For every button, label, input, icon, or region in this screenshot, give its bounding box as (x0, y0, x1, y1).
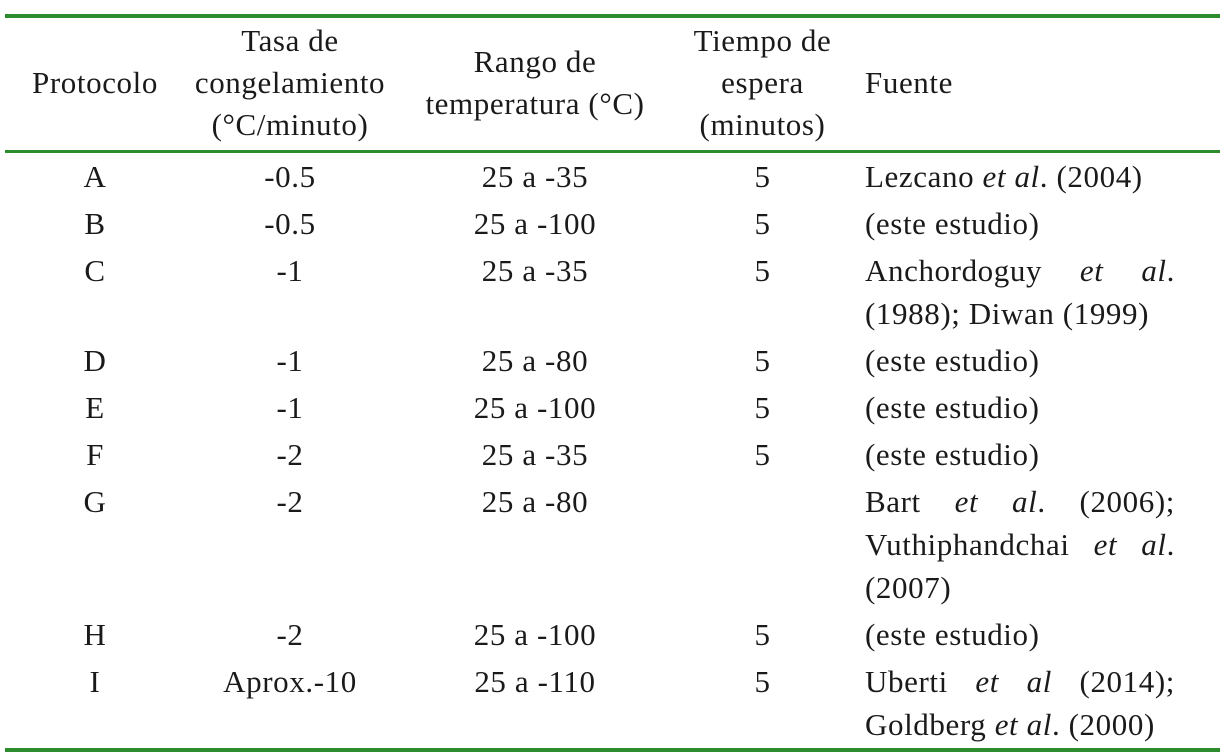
source-cell: Uberti et al (2014); Goldberg et al. (20… (850, 658, 1220, 750)
header-line: congelamiento (194, 65, 386, 100)
table-cell: -2 (276, 484, 304, 519)
table-row: I Aprox.-10 25 a -110 5 Uberti et al (2014);… (5, 658, 1220, 750)
table-cell: -1 (276, 253, 304, 288)
table-header: Protocolo Tasa de congelamiento (°C/minuto)… (5, 16, 1220, 152)
source-text: . (1988); Diwan (1999) (865, 253, 1175, 331)
table-cell: F (86, 437, 104, 472)
table-row: D -1 25 a -80 5 (este estudio) (5, 337, 1220, 384)
header-row: Protocolo Tasa de congelamiento (°C/minuto)… (5, 16, 1220, 152)
source-text: et al (1093, 527, 1167, 562)
table-cell: -1 (276, 343, 304, 378)
source-text: Uberti (865, 664, 976, 699)
source-text: (este estudio) (865, 206, 1040, 241)
header-line: espera (721, 65, 804, 100)
header-line: Tasa de (241, 23, 339, 58)
table-cell: C (84, 253, 106, 288)
table-cell: 5 (754, 343, 771, 378)
table-cell: Aprox.-10 (223, 664, 357, 699)
source-text: (este estudio) (865, 437, 1040, 472)
source-text: Anchordoguy (865, 253, 1080, 288)
table-cell: 5 (754, 664, 771, 699)
table-row: F -2 25 a -35 5 (este estudio) (5, 431, 1220, 478)
table-cell: 25 a -35 (481, 437, 589, 472)
table-cell: -0.5 (264, 206, 316, 241)
source-cell: (este estudio) (850, 200, 1220, 247)
table-row: B -0.5 25 a -100 5 (este estudio) (5, 200, 1220, 247)
header-line: Tiempo de (693, 23, 832, 58)
table-cell: 5 (754, 617, 771, 652)
table-cell: 25 a -80 (481, 484, 589, 519)
table-cell: 5 (754, 437, 771, 472)
table-cell: H (83, 617, 107, 652)
source-text: . (2006); Vuthiphandchai (865, 484, 1175, 562)
header-line: Fuente (865, 65, 953, 100)
table-cell: -2 (276, 437, 304, 472)
table-cell: 25 a -35 (481, 253, 589, 288)
table-row: H -2 25 a -100 5 (este estudio) (5, 611, 1220, 658)
table-cell: B (84, 206, 106, 241)
header-line: (minutos) (699, 107, 826, 142)
source-text: et al (994, 707, 1052, 742)
table-cell: D (83, 343, 107, 378)
table-cell: 5 (754, 206, 771, 241)
source-text: et al (982, 159, 1040, 194)
header-line: Rango de (473, 44, 597, 79)
table-cell: -2 (276, 617, 304, 652)
table-cell: 5 (754, 390, 771, 425)
source-cell: (este estudio) (850, 431, 1220, 478)
table-row: C -1 25 a -35 5 Anchordoguy et al. (1988); D… (5, 247, 1220, 337)
source-cell: (este estudio) (850, 611, 1220, 658)
table-cell: A (83, 159, 107, 194)
source-cell: (este estudio) (850, 384, 1220, 431)
table-row: A -0.5 25 a -35 5 Lezcano et al. (2004) (5, 152, 1220, 201)
source-text: (este estudio) (865, 617, 1040, 652)
source-text: (2014); Goldberg (865, 664, 1175, 742)
table-cell: 25 a -80 (481, 343, 589, 378)
header-cell: Tiempo de espera (minutos) (675, 16, 850, 152)
source-text: Lezcano (865, 159, 983, 194)
protocol-table: Protocolo Tasa de congelamiento (°C/minuto)… (5, 14, 1220, 752)
source-cell: Lezcano et al. (2004) (850, 152, 1220, 201)
table-cell: E (85, 390, 105, 425)
header-line: temperatura (°C) (425, 86, 645, 121)
table-body: A -0.5 25 a -35 5 Lezcano et al. (2004) B -0.5… (5, 152, 1220, 750)
source-text: et al (1079, 253, 1167, 288)
source-cell: (este estudio) (850, 337, 1220, 384)
source-text: et al (975, 664, 1052, 699)
source-text: (este estudio) (865, 390, 1040, 425)
table-cell: I (89, 664, 101, 699)
table-cell: 25 a -100 (473, 206, 597, 241)
table-row: E -1 25 a -100 5 (este estudio) (5, 384, 1220, 431)
source-text: (este estudio) (865, 343, 1040, 378)
source-cell: Bart et al. (2006); Vuthiphandchai et al… (850, 478, 1220, 611)
source-cell: Anchordoguy et al. (1988); Diwan (1999) (850, 247, 1220, 337)
source-text: . (2004) (1039, 159, 1143, 194)
source-text: Bart (865, 484, 955, 519)
header-line: Protocolo (32, 65, 158, 100)
header-cell: Tasa de congelamiento (°C/minuto) (185, 16, 395, 152)
table-cell: 5 (754, 253, 771, 288)
table-cell: 25 a -100 (473, 390, 597, 425)
source-text: et al (954, 484, 1038, 519)
header-cell: Protocolo (5, 16, 185, 152)
header-line: (°C/minuto) (211, 107, 369, 142)
table-cell: -0.5 (264, 159, 316, 194)
table-row: G -2 25 a -80 Bart et al. (2006); Vuthiphan… (5, 478, 1220, 611)
table-cell: 25 a -110 (474, 664, 596, 699)
table-cell: G (83, 484, 107, 519)
table-cell: 25 a -100 (473, 617, 597, 652)
header-cell: Fuente (850, 16, 1220, 152)
header-cell: Rango de temperatura (°C) (395, 16, 675, 152)
table-cell: 25 a -35 (481, 159, 589, 194)
table-cell: 5 (754, 159, 771, 194)
source-text: . (2007) (865, 527, 1175, 605)
table-cell: -1 (276, 390, 304, 425)
source-text: . (2000) (1051, 707, 1155, 742)
empty-cell (675, 478, 850, 611)
